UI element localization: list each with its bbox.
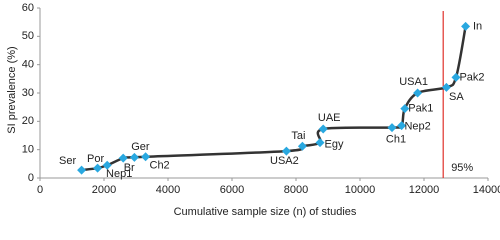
point-label: In (473, 20, 482, 32)
point-label: Tai (291, 130, 305, 142)
point-label: Pak1 (408, 102, 433, 114)
marker (451, 72, 461, 82)
marker (77, 165, 87, 175)
marker (297, 141, 307, 151)
marker (461, 21, 471, 31)
point-label: Ser (59, 155, 76, 167)
point-label: UAE (318, 112, 341, 124)
marker (281, 146, 291, 156)
reference-label: 95% (451, 162, 473, 174)
point-label: SA (449, 91, 464, 103)
chart: Cumulative sample size (n) of studies SI… (6, 2, 500, 218)
x-tick-label: 0 (37, 184, 43, 196)
point-label: Pak2 (459, 71, 484, 83)
marker (387, 123, 397, 133)
point-label: Egy (325, 138, 344, 150)
point-label: Nep2 (404, 120, 430, 132)
x-tick-label: 4000 (156, 184, 180, 196)
point-label: Br (124, 162, 135, 174)
marker (413, 88, 423, 98)
x-tick-label: 6000 (220, 184, 244, 196)
point-label: Ger (131, 141, 150, 153)
marker (397, 121, 407, 131)
y-tick-label: 50 (22, 30, 34, 42)
marker (441, 82, 451, 92)
y-tick-label: 60 (22, 2, 34, 14)
point-label: USA1 (399, 76, 428, 88)
y-tick-label: 40 (22, 59, 34, 71)
marker (102, 160, 112, 170)
y-tick-label: 0 (28, 172, 34, 184)
y-tick-label: 30 (22, 87, 34, 99)
marker (315, 138, 325, 148)
x-axis-title: Cumulative sample size (n) of studies (174, 206, 357, 218)
point-label: Ch1 (386, 133, 406, 145)
x-tick-label: 10000 (345, 184, 376, 196)
marker (93, 163, 103, 173)
marker (118, 153, 128, 163)
point-label: Por (87, 153, 104, 165)
marker (400, 104, 410, 114)
marker (318, 124, 328, 134)
y-axis-title: SI prevalence (%) (6, 46, 18, 133)
point-label: USA2 (270, 155, 299, 167)
x-tick-label: 14000 (473, 184, 500, 196)
y-tick-label: 20 (22, 115, 34, 127)
x-tick-label: 8000 (284, 184, 308, 196)
point-label: Ch2 (150, 160, 170, 172)
marker (141, 152, 151, 162)
marker (129, 152, 139, 162)
x-tick-label: 2000 (92, 184, 116, 196)
y-tick-label: 10 (22, 144, 34, 156)
point-label: Nep1 (106, 168, 132, 180)
x-tick-label: 12000 (409, 184, 440, 196)
